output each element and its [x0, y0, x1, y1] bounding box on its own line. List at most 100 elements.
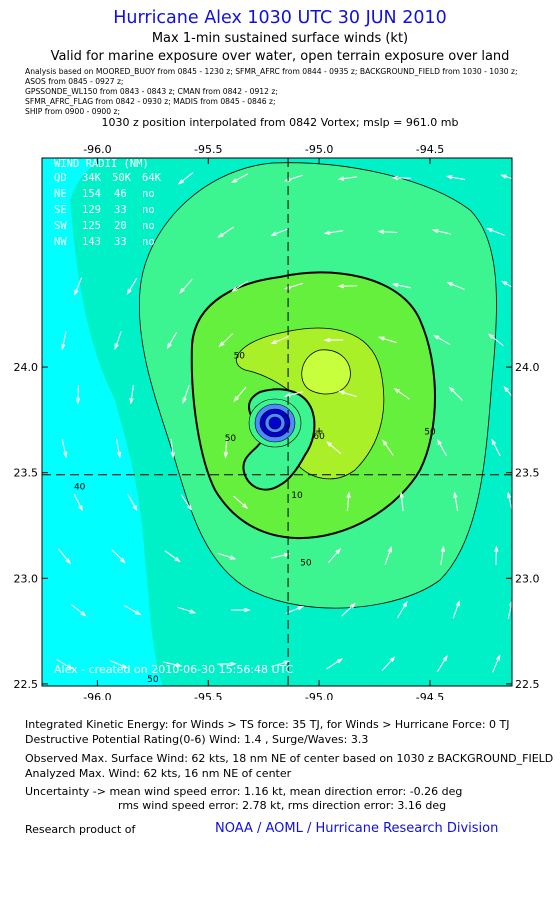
wind-vector: [233, 495, 248, 509]
wind-vector-head: [323, 337, 331, 343]
y-tick-label: 22.5: [14, 678, 39, 691]
axis-ticks: -96.0 -96.0 -95.5 -95.5 -95.0 -95.0 -94.5 -94.5…: [14, 143, 540, 700]
center-crosshair: [42, 158, 512, 686]
wind-vector-head: [242, 503, 249, 509]
wind-vector: [382, 440, 394, 456]
wind-vector-head: [229, 555, 237, 560]
wind-radii-cell: NE: [54, 188, 67, 200]
wind-vector: [379, 336, 397, 344]
wind-vector: [501, 174, 512, 180]
wind-vector: [397, 601, 408, 619]
wind-vector-head: [442, 654, 448, 662]
wind-vector-head: [336, 658, 344, 664]
org-link[interactable]: NOAA / AOML / Hurricane Research Divisio…: [215, 821, 499, 836]
contour-label: 50: [147, 675, 159, 685]
wind-vector-head: [186, 504, 193, 511]
wind-radii-head: 64K: [142, 172, 162, 184]
analysis-line: GPSSONDE_WL150 from 0843 - 0843 z; CMAN …: [25, 87, 278, 96]
analysis-line: ASOS from 0845 - 0927 z;: [25, 77, 124, 86]
wind-radii-cell: 154: [82, 188, 101, 200]
wind-vector-head: [436, 438, 442, 446]
wind-vector: [384, 547, 392, 565]
wind-vector-head: [402, 600, 408, 608]
wind-radii-cell: no: [142, 236, 155, 248]
x-tick-label: -95.0: [305, 691, 333, 700]
wind-vector-head: [132, 504, 138, 512]
wind-vector-head: [114, 343, 119, 351]
wind-vector: [492, 655, 501, 673]
wind-vector: [124, 605, 141, 615]
analyzed-max-line: Analyzed Max. Wind: 62 kts, 16 nm NE of …: [25, 767, 292, 780]
wind-radii-table: WIND RADII (NM) QD 34K 50K 64K NE 154 46…: [54, 158, 162, 248]
wind-radii-cell: no: [142, 188, 155, 200]
wind-vector: [339, 176, 358, 180]
wind-radii-cell: SE: [54, 204, 67, 216]
y-tick-label: 23.5: [515, 467, 540, 480]
wind-vector-head: [189, 609, 197, 614]
wind-vector-head: [448, 386, 455, 393]
wind-vector: [109, 660, 127, 668]
validity-note: Valid for marine exposure over water, op…: [50, 49, 510, 64]
wind-radii-head: QD: [54, 172, 67, 184]
wind-vector-head: [297, 606, 305, 611]
wind-vector: [400, 492, 404, 512]
wind-vector: [507, 601, 512, 619]
wind-vector-head: [378, 336, 385, 341]
eye-ring: [268, 416, 282, 430]
wind-vector-head: [270, 339, 277, 345]
wind-vector-head: [495, 654, 501, 661]
contour-label: 50: [225, 434, 237, 444]
wind-vector: [164, 550, 180, 562]
wind-vector: [56, 658, 73, 670]
wind-vector: [495, 546, 498, 566]
wind-vector: [393, 283, 412, 289]
wind-vector: [127, 493, 138, 511]
wind-vector-head: [116, 451, 122, 459]
wind-vector: [436, 656, 448, 672]
wind-vector-head: [223, 452, 229, 459]
wind-vector: [379, 230, 398, 234]
wind-vector: [231, 173, 249, 183]
wind-radii-head: 50K: [112, 172, 132, 184]
wind-vector: [130, 385, 134, 403]
wind-vector-head: [382, 439, 388, 446]
x-tick-label: -96.0: [83, 691, 111, 700]
wind-vector: [127, 278, 138, 294]
wind-vector-head: [182, 397, 187, 405]
y-tick-label: 23.0: [515, 572, 540, 585]
wind-vector-head: [508, 600, 512, 606]
x-tick-label: -95.0: [305, 143, 333, 156]
wind-vector-head: [487, 333, 494, 340]
wind-vector-head: [337, 283, 345, 289]
y-tick-label: 22.5: [515, 678, 540, 691]
x-tick-label: -96.0: [83, 143, 111, 156]
wind-vector-head: [391, 282, 399, 288]
y-tick-label: 23.5: [14, 467, 39, 480]
wind-vector: [447, 282, 465, 290]
wind-vector-head: [283, 660, 291, 665]
wind-band-60kt: [301, 349, 351, 395]
wind-vector-head: [80, 611, 87, 617]
contour-labels: 40 50 50 50 50 60 10 50: [74, 352, 436, 685]
analysis-line: Analysis based on MOORED_BUOY from 0845 …: [25, 67, 518, 76]
wind-vector-head: [129, 397, 134, 405]
wind-vector: [449, 387, 463, 401]
wind-vector: [346, 492, 350, 512]
wind-vector-head: [389, 656, 396, 663]
wind-vector-head: [335, 548, 342, 555]
wind-vector-head: [387, 546, 392, 553]
wind-radii-cell: 143: [82, 236, 101, 248]
research-label: Research product of: [25, 823, 136, 836]
x-tick-label: -95.5: [194, 691, 222, 700]
wind-vector: [217, 552, 235, 560]
wind-vector: [271, 660, 289, 668]
wind-vector-head: [177, 179, 184, 185]
wind-vector-head: [78, 505, 83, 512]
wind-vector: [487, 228, 505, 236]
wind-vector: [271, 336, 289, 344]
wind-vector-head: [230, 178, 238, 184]
wind-vector-head: [170, 451, 175, 459]
wind-vector: [326, 658, 342, 670]
max-wind-marker: +: [315, 424, 324, 437]
